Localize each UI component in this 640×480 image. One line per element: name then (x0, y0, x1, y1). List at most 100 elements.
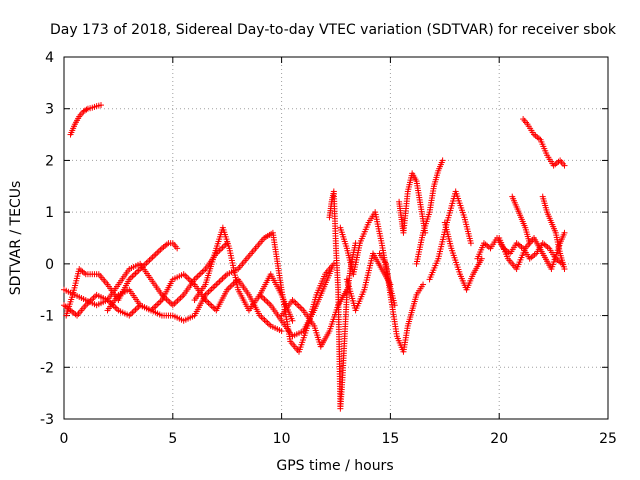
data-point (297, 304, 304, 311)
data-point (179, 293, 186, 300)
x-tick-label: 20 (490, 431, 508, 447)
data-point (197, 270, 204, 277)
data-point (176, 296, 183, 303)
x-tick-label: 10 (273, 431, 291, 447)
data-point (561, 162, 568, 169)
data-point (174, 297, 181, 304)
data-point (207, 301, 214, 308)
data-point (259, 315, 266, 322)
data-point (261, 296, 268, 303)
data-point (330, 260, 337, 267)
y-tick-label: 0 (45, 257, 54, 273)
data-point (177, 294, 184, 301)
data-point (132, 306, 139, 313)
y-tick-label: -2 (40, 360, 54, 376)
data-point (199, 268, 206, 275)
data-point (292, 300, 299, 307)
data-point (295, 302, 302, 309)
data-point (154, 249, 161, 256)
data-point (169, 302, 176, 309)
data-point (294, 301, 301, 308)
data-points (61, 102, 568, 412)
data-point (129, 273, 136, 280)
y-tick-label: 1 (45, 205, 54, 221)
data-point (152, 251, 159, 258)
data-point (200, 267, 207, 274)
data-point (129, 309, 136, 316)
data-point (151, 252, 158, 259)
data-point (298, 305, 305, 312)
x-tick-label: 15 (381, 431, 399, 447)
data-point (214, 280, 221, 287)
data-point (127, 311, 134, 318)
data-point (149, 254, 156, 261)
data-point (203, 290, 210, 297)
data-point (216, 278, 223, 285)
data-point (217, 246, 224, 253)
data-point (97, 102, 104, 109)
data-point (289, 317, 296, 324)
data-point (154, 301, 161, 308)
y-tick-label: 3 (45, 102, 54, 118)
data-point (130, 308, 137, 315)
data-point (208, 302, 215, 309)
data-point (174, 245, 181, 252)
data-point (196, 271, 203, 278)
data-point (83, 106, 90, 113)
chart-title: Day 173 of 2018, Sidereal Day-to-day VTE… (50, 22, 617, 38)
data-point (205, 288, 212, 295)
data-point (90, 294, 97, 301)
data-point (157, 246, 164, 253)
data-point (155, 248, 162, 255)
data-point (146, 257, 153, 264)
data-point (165, 297, 172, 304)
data-point (263, 318, 270, 325)
data-point (278, 328, 285, 335)
data-point (210, 284, 217, 291)
data-point (219, 244, 226, 251)
data-point (439, 157, 446, 164)
data-point (208, 285, 215, 292)
data-point (182, 272, 189, 279)
data-point (261, 317, 268, 324)
y-axis-label: SDTVAR / TECUs (8, 181, 24, 296)
data-point (221, 274, 228, 281)
y-tick-label: -3 (40, 412, 54, 428)
data-point (266, 300, 273, 307)
data-point (143, 260, 150, 267)
data-point (561, 266, 568, 273)
data-point (467, 240, 474, 247)
plot-frame (63, 56, 609, 420)
data-point (526, 240, 533, 247)
data-point (151, 304, 158, 311)
data-point (230, 280, 237, 287)
data-point (210, 304, 217, 311)
y-tick-label: -1 (40, 309, 54, 325)
data-point (132, 270, 139, 277)
data-point (227, 283, 234, 290)
data-point (194, 273, 201, 280)
data-point (228, 282, 235, 289)
data-point (225, 285, 232, 292)
data-point (144, 258, 151, 265)
data-point (211, 305, 218, 312)
data-point (561, 229, 568, 236)
data-point (264, 319, 271, 326)
data-point (213, 281, 220, 288)
data-point (185, 275, 192, 282)
data-point (217, 277, 224, 284)
data-point (211, 283, 218, 290)
data-point (205, 300, 212, 307)
data-point (148, 255, 155, 262)
data-point (127, 274, 134, 281)
data-point (157, 298, 164, 305)
axis-ticks: 0 5 10 15 20 25 -3 -2 -1 0 1 2 3 4 (40, 50, 617, 447)
data-point (183, 274, 190, 281)
data-point (152, 302, 159, 309)
data-point (166, 299, 173, 306)
data-point (258, 314, 265, 321)
data-point (420, 281, 427, 288)
x-tick-label: 5 (168, 431, 177, 447)
data-point (155, 300, 162, 307)
